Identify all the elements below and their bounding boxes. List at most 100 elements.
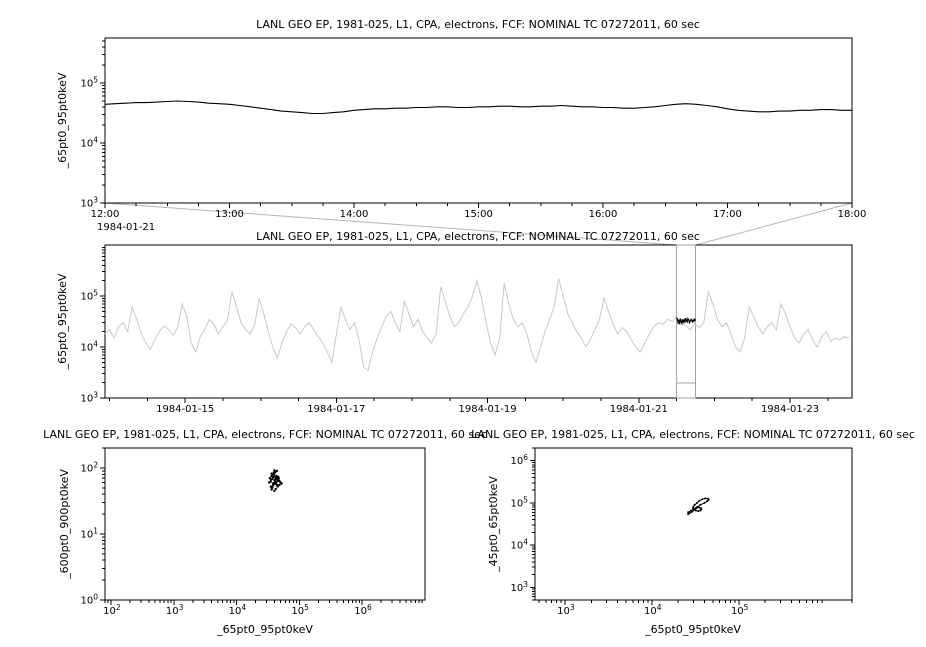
data-point-marker	[703, 501, 706, 504]
data-point-marker	[701, 498, 704, 501]
y-tick-label: 104	[80, 135, 98, 149]
data-point-marker	[704, 497, 707, 500]
data-point-marker	[687, 513, 690, 516]
data-point-marker	[273, 489, 276, 492]
x-tick-label: 1984-01-19	[459, 404, 517, 415]
data-point-marker	[696, 501, 699, 504]
series-markers-loop	[687, 497, 710, 516]
x-tick-label: 1984-01-23	[761, 404, 819, 415]
panel-overview-ylabel: _65pt0_95pt0keV	[56, 273, 69, 370]
data-point-marker	[694, 509, 697, 512]
data-point-marker	[706, 500, 709, 503]
plot-area-scatter1[interactable]	[104, 447, 426, 601]
series-markers-cluster	[268, 469, 283, 492]
data-point-marker	[698, 506, 701, 509]
panel-zoom-context-date: 1984-01-21	[97, 222, 155, 233]
data-point-marker	[271, 477, 274, 481]
data-point-marker	[275, 474, 278, 477]
panel-scatter2-xlabel: _65pt0_95pt0keV	[644, 623, 741, 636]
data-point-marker	[699, 503, 702, 506]
data-point-marker	[278, 483, 281, 487]
y-tick-label: 103	[80, 391, 98, 405]
data-point-marker	[273, 478, 277, 481]
y-tick-label: 105	[80, 75, 98, 89]
x-tick-label: 103	[557, 603, 575, 617]
x-tick-label: 106	[354, 603, 372, 617]
x-tick-label: 1984-01-21	[610, 404, 668, 415]
x-tick-label: 105	[291, 603, 309, 617]
x-tick-label: 14:00	[340, 209, 369, 220]
y-tick-label: 103	[80, 196, 98, 210]
data-point-marker	[688, 512, 691, 515]
x-tick-label: 15:00	[464, 209, 493, 220]
panel-scatter2: 106 105 104 103 103 104 105	[510, 447, 853, 617]
panel-zoom-ylabel: _65pt0_95pt0keV	[56, 72, 69, 169]
data-point-marker	[272, 471, 275, 474]
data-point-marker	[268, 476, 272, 480]
data-point-marker	[696, 506, 699, 509]
x-tick-label: 16:00	[589, 209, 618, 220]
data-point-marker	[271, 484, 275, 487]
plot-area-zoom[interactable]	[104, 37, 853, 204]
panel-scatter1: 102 101 100 102 103 104 105 106	[80, 447, 426, 617]
data-point-marker	[276, 479, 279, 482]
panel-scatter2-title: LANL GEO EP, 1981-025, L1, CPA, electron…	[471, 428, 915, 441]
data-point-marker	[691, 506, 694, 509]
y-tick-label: 104	[510, 538, 528, 552]
data-point-marker	[274, 487, 277, 491]
plot-area-overview[interactable]	[104, 244, 853, 399]
x-tick-label: 13:00	[215, 209, 244, 220]
x-tick-label: 102	[103, 603, 121, 617]
data-point-marker	[690, 511, 693, 513]
x-tick-label: 103	[166, 603, 184, 617]
panel-zoom-title: LANL GEO EP, 1981-025, L1, CPA, electron…	[256, 18, 700, 31]
x-tick-label: 105	[731, 603, 749, 617]
data-point-marker	[694, 507, 697, 510]
panel-overview-title: LANL GEO EP, 1981-025, L1, CPA, electron…	[256, 230, 700, 243]
context-connector-left	[104, 202, 677, 246]
y-tick-label: 102	[80, 460, 98, 474]
y-tick-label: 104	[80, 340, 98, 354]
data-point-marker	[275, 469, 279, 473]
x-tick-label: 1984-01-17	[307, 404, 365, 415]
series-electrons-65-95keV	[104, 100, 852, 115]
data-point-marker	[268, 481, 271, 484]
data-point-marker	[270, 472, 273, 475]
data-point-marker	[270, 488, 273, 491]
data-point-marker	[273, 469, 276, 472]
data-point-marker	[699, 507, 702, 510]
series-overview-gray	[104, 278, 850, 372]
data-point-marker	[280, 482, 283, 485]
data-point-marker	[698, 499, 701, 502]
y-tick-label: 100	[80, 593, 98, 607]
panel-overview: 105 104 103 1984-01-15 1984-01-17 1984-01-19 1…	[80, 244, 853, 415]
x-tick-label: 104	[229, 603, 247, 617]
context-connectors	[104, 202, 853, 246]
series-selected-black	[676, 317, 697, 326]
plot-area-scatter2[interactable]	[534, 447, 853, 601]
panel-scatter1-xlabel: _65pt0_95pt0keV	[216, 623, 313, 636]
data-point-marker	[269, 485, 272, 488]
y-tick-label: 101	[80, 526, 98, 540]
panel-scatter1-ylabel: _600pt0_900pt0keV	[58, 469, 71, 580]
x-tick-label: 18:00	[838, 209, 867, 220]
x-tick-label: 17:00	[713, 209, 742, 220]
data-point-marker	[273, 481, 276, 485]
data-point-marker	[693, 503, 696, 506]
y-tick-label: 105	[510, 495, 528, 509]
data-point-marker	[275, 476, 279, 479]
x-tick-label: 104	[644, 603, 662, 617]
selection-box[interactable]	[676, 244, 696, 399]
context-connector-right	[695, 202, 853, 246]
y-tick-label: 105	[80, 289, 98, 303]
panel-scatter2-ylabel: _45pt0_65pt0keV	[487, 476, 500, 573]
y-tick-label: 103	[510, 580, 528, 594]
panel-scatter1-title: LANL GEO EP, 1981-025, L1, CPA, electron…	[43, 428, 487, 441]
data-point-marker	[276, 485, 279, 488]
data-point-marker	[697, 510, 700, 513]
y-tick-label: 106	[510, 453, 528, 467]
